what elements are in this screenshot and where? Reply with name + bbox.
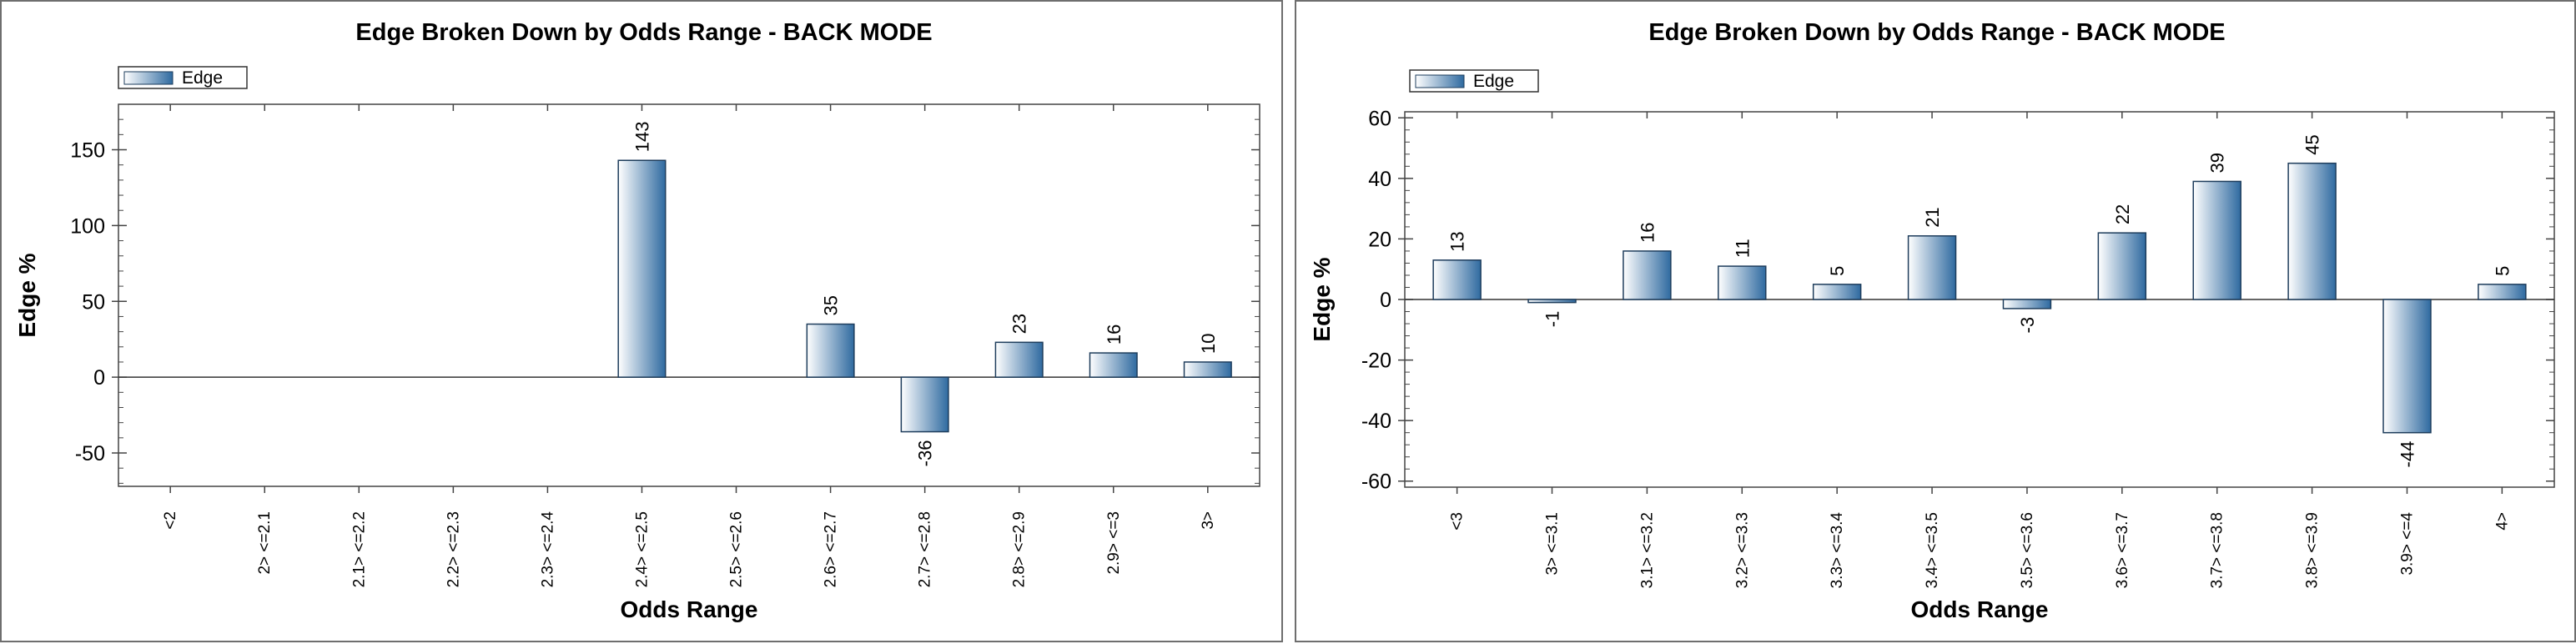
- data-label: 11: [1732, 239, 1753, 258]
- bar: [2192, 180, 2241, 300]
- data-label: -1: [1542, 311, 1563, 328]
- x-tick-label: 3.1> <=3.2: [1638, 512, 1656, 588]
- bar: [1623, 250, 1672, 300]
- x-tick-label: 3.6> <=3.7: [2114, 512, 2131, 588]
- chart-svg-right: Edge Broken Down by Odds Range - BACK MO…: [1309, 19, 2555, 622]
- y-tick-label: 20: [1368, 228, 1391, 251]
- bar: [2287, 162, 2337, 300]
- bar: [900, 376, 949, 433]
- y-axis-title: Edge %: [14, 253, 40, 337]
- bar: [1183, 361, 1232, 378]
- data-label: 35: [821, 295, 842, 315]
- chart-title: Edge Broken Down by Odds Range - BACK MO…: [355, 19, 932, 46]
- data-label: 13: [1447, 231, 1468, 251]
- bar: [2002, 299, 2052, 309]
- y-tick-label: 60: [1368, 107, 1391, 130]
- bar: [1718, 265, 1767, 300]
- x-tick-label: 2> <=2.1: [256, 511, 274, 575]
- data-label: -36: [915, 440, 936, 467]
- y-tick-label: 40: [1368, 168, 1391, 191]
- x-tick-label: 2.3> <=2.4: [539, 511, 556, 588]
- data-label: -44: [2397, 441, 2418, 468]
- x-tick-label: 3.2> <=3.3: [1733, 512, 1751, 588]
- data-label: 21: [1922, 207, 1943, 227]
- x-tick-label: 2.6> <=2.7: [823, 511, 840, 587]
- x-tick-label: 4>: [2493, 512, 2511, 531]
- x-axis-title: Odds Range: [1911, 596, 2049, 622]
- x-tick-label: 2.1> <=2.2: [350, 511, 368, 587]
- x-tick-label: 2.8> <=2.9: [1011, 511, 1029, 587]
- x-tick-label: <3: [1449, 512, 1467, 531]
- x-axis-title: Odds Range: [621, 596, 758, 622]
- x-tick-label: 3>: [1200, 511, 1217, 530]
- chart-panel-right: Edge Broken Down by Odds Range - BACK MO…: [1295, 0, 2576, 642]
- plot-area: [118, 103, 1260, 487]
- bar: [994, 341, 1044, 378]
- bar: [2382, 299, 2432, 434]
- data-label: 5: [1827, 266, 1848, 276]
- x-tick-label: 2.5> <=2.6: [728, 511, 746, 587]
- legend: Edge: [1409, 69, 1539, 93]
- bar: [617, 159, 667, 378]
- x-tick-label: 3.7> <=3.8: [2209, 512, 2226, 588]
- y-tick-label: 150: [70, 139, 105, 163]
- chart-title: Edge Broken Down by Odds Range - BACK MO…: [1648, 19, 2225, 46]
- legend: Edge: [118, 66, 248, 89]
- data-label: 16: [1637, 222, 1658, 242]
- data-label: 16: [1104, 325, 1124, 345]
- legend-swatch: [123, 71, 174, 85]
- bar: [1089, 352, 1138, 378]
- data-label: 5: [2492, 266, 2513, 276]
- bar: [806, 323, 855, 378]
- y-tick-label: 100: [70, 214, 105, 238]
- bar: [1527, 299, 1577, 304]
- legend-swatch: [1415, 74, 1465, 88]
- y-tick-label: -20: [1361, 350, 1391, 373]
- data-label: 45: [2302, 134, 2323, 154]
- y-tick-label: 0: [93, 366, 105, 390]
- y-tick-label: -50: [75, 442, 105, 465]
- x-tick-label: 2.2> <=2.3: [445, 511, 462, 587]
- data-label: 39: [2207, 153, 2228, 173]
- x-tick-label: 3.8> <=3.9: [2304, 512, 2322, 588]
- legend-label: Edge: [182, 68, 223, 88]
- data-label: 23: [1009, 314, 1030, 334]
- bar: [2097, 232, 2147, 300]
- x-tick-label: 2.9> <=3: [1105, 511, 1123, 575]
- data-label: 143: [631, 122, 652, 153]
- x-tick-label: 3.4> <=3.5: [1924, 512, 1941, 588]
- data-label: 22: [2112, 204, 2133, 224]
- chart-panel-left: Edge Broken Down by Odds Range - BACK MO…: [0, 0, 1283, 642]
- legend-label: Edge: [1473, 72, 1514, 91]
- y-tick-label: 0: [1380, 289, 1391, 312]
- x-tick-label: 3.5> <=3.6: [2019, 512, 2036, 588]
- x-tick-label: 2.7> <=2.8: [917, 511, 934, 587]
- y-tick-label: -60: [1361, 470, 1391, 494]
- x-tick-label: <2: [162, 511, 179, 530]
- data-label: 10: [1198, 333, 1219, 353]
- data-label: -3: [2017, 317, 2038, 334]
- x-tick-label: 3> <=3.1: [1544, 512, 1562, 576]
- x-tick-label: 3.9> <=4: [2398, 512, 2416, 576]
- chart-svg-left: Edge Broken Down by Odds Range - BACK MO…: [14, 19, 1260, 622]
- bar: [2478, 284, 2527, 300]
- y-axis-title: Edge %: [1309, 257, 1335, 341]
- x-tick-label: 3.3> <=3.4: [1829, 512, 1846, 589]
- bar: [1432, 259, 1482, 300]
- bar: [1812, 284, 1862, 300]
- y-tick-label: -40: [1361, 410, 1391, 433]
- x-tick-label: 2.4> <=2.5: [633, 511, 651, 587]
- bar: [1907, 235, 1957, 300]
- y-tick-label: 50: [82, 290, 105, 314]
